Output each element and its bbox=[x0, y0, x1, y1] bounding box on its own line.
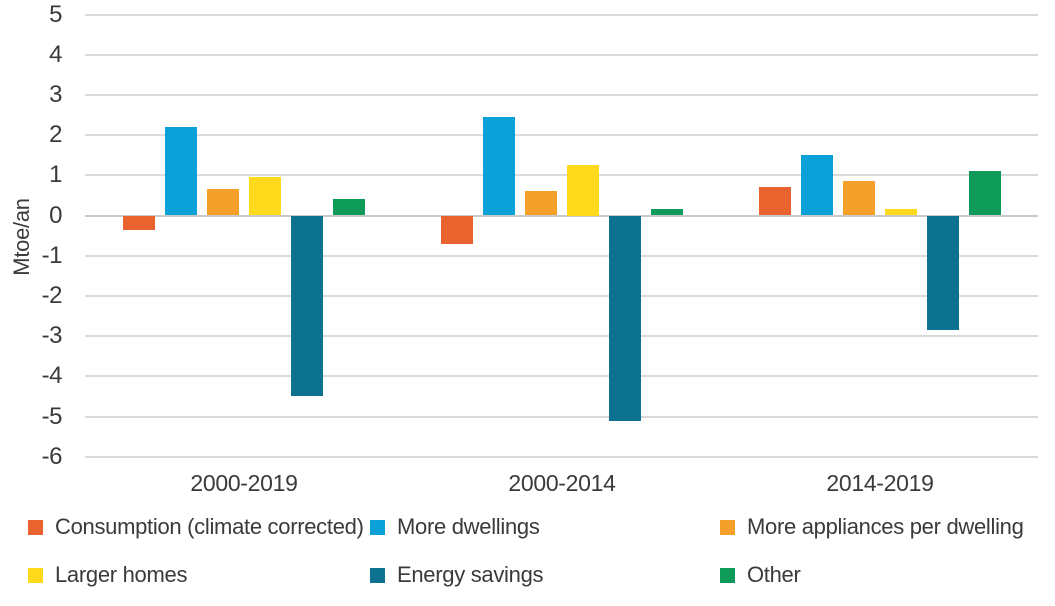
gridline bbox=[85, 13, 1038, 16]
legend-swatch bbox=[370, 567, 385, 583]
x-category-label: 2000-2014 bbox=[508, 470, 616, 496]
gridline bbox=[85, 53, 1038, 56]
legend-swatch bbox=[28, 567, 43, 583]
legend-label: More appliances per dwelling bbox=[747, 514, 1024, 539]
y-tick-label: -5 bbox=[41, 402, 63, 430]
bar-energy-savings-2014-2019 bbox=[927, 215, 959, 331]
bar-other-2000-2019 bbox=[333, 199, 365, 216]
bar-more-dwellings-2014-2019 bbox=[801, 155, 833, 216]
legend-item-larger-homes: Larger homes bbox=[28, 562, 188, 587]
bar-larger-homes-2000-2014 bbox=[567, 165, 599, 216]
bar-consumption-climate-corrected-2000-2014 bbox=[441, 215, 473, 244]
legend-item-consumption-climate-corrected: Consumption (climate corrected) bbox=[28, 514, 364, 539]
bar-more-appliances-per-dwelling-2000-2019 bbox=[207, 189, 239, 216]
bar-larger-homes-2014-2019 bbox=[885, 209, 917, 216]
bar-more-appliances-per-dwelling-2014-2019 bbox=[843, 181, 875, 216]
gridline bbox=[85, 415, 1038, 418]
y-tick-label: 1 bbox=[49, 161, 62, 189]
bar-more-dwellings-2000-2019 bbox=[165, 127, 197, 216]
bar-other-2000-2014 bbox=[651, 209, 683, 216]
gridline bbox=[85, 134, 1038, 137]
legend-swatch bbox=[720, 567, 735, 583]
legend-label: More dwellings bbox=[397, 514, 540, 539]
legend-label: Larger homes bbox=[55, 562, 188, 587]
y-tick-label: -4 bbox=[41, 362, 63, 390]
bar-more-dwellings-2000-2014 bbox=[483, 117, 515, 216]
legend-item-more-appliances-per-dwelling: More appliances per dwelling bbox=[720, 514, 1024, 539]
legend-item-more-dwellings: More dwellings bbox=[370, 514, 540, 539]
gridline bbox=[85, 375, 1038, 378]
legend-label: Consumption (climate corrected) bbox=[55, 514, 364, 539]
bar-other-2014-2019 bbox=[969, 171, 1001, 216]
gridline bbox=[85, 455, 1038, 458]
legend-item-other: Other bbox=[720, 562, 801, 587]
y-tick-label: 3 bbox=[49, 80, 62, 108]
y-tick-label: 2 bbox=[49, 121, 62, 149]
y-tick-label: 5 bbox=[49, 0, 62, 28]
legend-item-energy-savings: Energy savings bbox=[370, 562, 544, 587]
legend-swatch bbox=[370, 519, 385, 535]
bar-more-appliances-per-dwelling-2000-2014 bbox=[525, 191, 557, 216]
y-tick-label: -3 bbox=[41, 322, 63, 350]
x-category-label: 2014-2019 bbox=[826, 470, 934, 496]
legend-swatch bbox=[720, 519, 735, 535]
gridline bbox=[85, 174, 1038, 177]
bar-energy-savings-2000-2019 bbox=[291, 215, 323, 397]
legend-swatch bbox=[28, 519, 43, 535]
gridline bbox=[85, 93, 1038, 96]
x-category-label: 2000-2019 bbox=[190, 470, 298, 496]
zero-gridline bbox=[85, 214, 1038, 217]
y-tick-label: -6 bbox=[41, 442, 63, 470]
y-tick-label: -1 bbox=[41, 241, 63, 269]
gridline bbox=[85, 335, 1038, 338]
gridline bbox=[85, 254, 1038, 257]
legend-label: Energy savings bbox=[397, 562, 544, 587]
bar-consumption-climate-corrected-2014-2019 bbox=[759, 187, 791, 216]
y-tick-label: -2 bbox=[41, 281, 63, 309]
gridline bbox=[85, 294, 1038, 297]
y-tick-label: 4 bbox=[49, 40, 62, 68]
y-tick-label: 0 bbox=[49, 201, 62, 229]
bar-consumption-climate-corrected-2000-2019 bbox=[123, 215, 155, 230]
legend-label: Other bbox=[747, 562, 801, 587]
bar-larger-homes-2000-2019 bbox=[249, 177, 281, 216]
bar-energy-savings-2000-2014 bbox=[609, 215, 641, 421]
